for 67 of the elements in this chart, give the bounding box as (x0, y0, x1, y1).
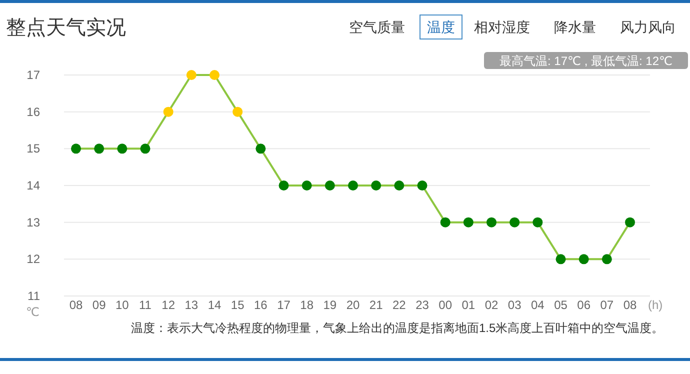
y-tick-label: 14 (26, 178, 40, 192)
x-tick-label: 11 (139, 298, 152, 312)
text: 温度 (427, 19, 455, 35)
x-tick-label: 08 (623, 298, 637, 312)
y-tick-label: 17 (26, 68, 40, 82)
x-tick-label: 07 (600, 298, 614, 312)
x-tick-label: 10 (115, 298, 130, 312)
x-tick-label: 04 (530, 298, 545, 312)
text: 空气质量 (349, 19, 405, 35)
x-tick-label: 01 (462, 298, 476, 312)
x-tick-label: 12 (162, 298, 176, 312)
y-tick-label: 13 (26, 215, 40, 230)
point (556, 254, 566, 264)
y-tick-label: 12 (26, 252, 40, 266)
x-tick-label: 17 (277, 298, 291, 312)
y-tick-label: 15 (26, 142, 40, 156)
x-tick-label: 20 (346, 298, 360, 312)
x-tick-label: 00 (438, 298, 452, 312)
point (302, 180, 312, 190)
x-tick-label: 15 (230, 298, 245, 312)
point (486, 217, 496, 228)
x-tick-label: 16 (254, 298, 268, 312)
x-tick-label: 22 (392, 298, 406, 312)
chart-title: 整点天气实况 (6, 17, 126, 39)
point (578, 254, 589, 264)
text: 风力风向 (620, 19, 676, 35)
text: 相对湿度 (474, 19, 530, 35)
x-tick-label: 08 (69, 298, 83, 312)
x-tick-label: 18 (300, 298, 314, 312)
y-tick-label: 16 (26, 104, 40, 119)
point (625, 217, 635, 228)
point (463, 217, 474, 228)
point (417, 180, 428, 190)
y-tick-label: 11 (28, 289, 40, 303)
x-tick-label: 14 (208, 298, 222, 312)
x-tick-label: 05 (554, 298, 568, 312)
x-tick-label: 13 (184, 298, 198, 312)
y-axis-title: ℃ (26, 305, 40, 319)
point (186, 70, 196, 80)
point (510, 217, 520, 228)
point (94, 144, 104, 154)
x-tick-label: 23 (416, 298, 430, 312)
x-axis-title: (h) (648, 298, 663, 312)
x-tick-label: 02 (484, 298, 498, 312)
text: 最高气温: 17℃ , 最低气温: 12℃ (500, 54, 672, 68)
x-tick-label: 19 (323, 298, 337, 312)
point (324, 180, 335, 190)
point (602, 254, 612, 264)
point (210, 70, 220, 80)
text: 降水量 (554, 19, 596, 35)
point (163, 106, 174, 117)
x-tick-label: 03 (508, 298, 522, 312)
x-tick-label: 09 (92, 298, 106, 312)
x-tick-label: 06 (577, 298, 591, 312)
point (371, 180, 382, 190)
point (232, 106, 243, 117)
point (140, 144, 150, 154)
point (117, 144, 128, 154)
point (440, 217, 450, 228)
text: 温度：表示大气冷热程度的物理量，气象上给出的温度是指离地面1.5米高度上百叶箱中的空气温度。 (131, 321, 664, 335)
point (256, 144, 266, 154)
point (394, 180, 404, 190)
point (71, 144, 81, 154)
point (532, 217, 543, 228)
point (278, 180, 289, 190)
point (348, 180, 358, 190)
x-tick-label: 21 (369, 298, 384, 312)
